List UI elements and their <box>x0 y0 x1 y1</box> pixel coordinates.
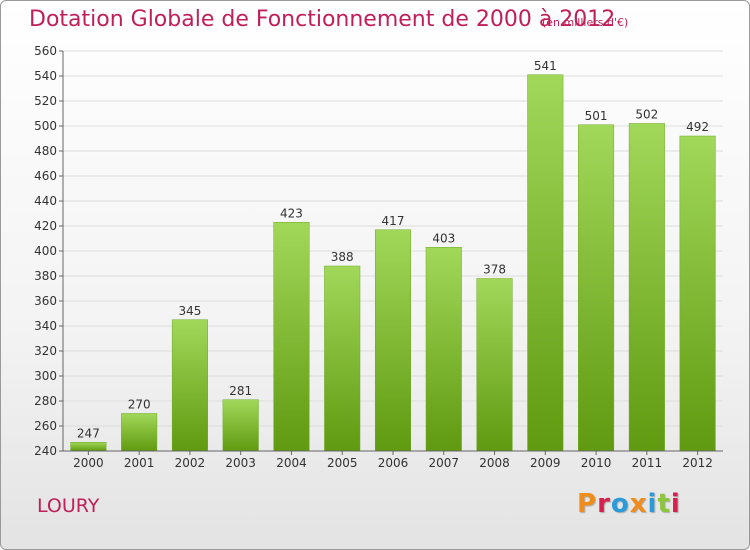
y-tick-label: 260 <box>34 419 57 433</box>
data-label-2006: 417 <box>382 214 405 228</box>
logo-letter: i <box>647 489 658 519</box>
x-tick-label-2003: 2003 <box>225 456 256 470</box>
data-label-2010: 501 <box>585 109 608 123</box>
y-tick-label: 460 <box>34 169 57 183</box>
bar-2005 <box>324 265 361 452</box>
bar-2000 <box>70 442 107 452</box>
x-tick-label-2005: 2005 <box>327 456 358 470</box>
y-tick-label: 240 <box>34 444 57 458</box>
x-tick-label-2008: 2008 <box>479 456 510 470</box>
bars: 247 270 345 281 423 388 417 403 378 541 501 502 492 <box>70 59 716 452</box>
x-tick-label-2012: 2012 <box>682 456 713 470</box>
x-tick-label-2007: 2007 <box>428 456 459 470</box>
x-tick-label-2010: 2010 <box>581 456 612 470</box>
bar-2011 <box>628 123 665 452</box>
bar-2002 <box>171 319 208 452</box>
x-tick-label-2000: 2000 <box>73 456 104 470</box>
x-tick-label-2006: 2006 <box>378 456 409 470</box>
data-label-2004: 423 <box>280 206 303 220</box>
proxiti-logo: Proxiti <box>577 489 681 519</box>
axes: 240 260 280 300 320 340 360 380 400 420 440 460 480 5… <box>34 44 723 470</box>
y-tick-label: 560 <box>34 44 57 58</box>
logo-letter: r <box>597 489 611 519</box>
data-label-2009: 541 <box>534 59 557 73</box>
data-label-2007: 403 <box>432 231 455 245</box>
y-tick-label: 300 <box>34 369 57 383</box>
data-label-2005: 388 <box>331 250 354 264</box>
y-tick-label: 420 <box>34 219 57 233</box>
x-tick-label-2011: 2011 <box>632 456 663 470</box>
bar-2009 <box>527 74 564 452</box>
bar-2008 <box>476 278 513 452</box>
y-tick-label: 400 <box>34 244 57 258</box>
logo-letter: x <box>629 489 648 519</box>
y-tick-label: 500 <box>34 119 57 133</box>
data-label-2003: 281 <box>229 384 252 398</box>
bar-2003 <box>222 399 259 452</box>
bar-2012 <box>679 135 716 452</box>
logo-letter: i <box>670 489 681 519</box>
data-label-2011: 502 <box>635 108 658 122</box>
data-label-2001: 270 <box>128 398 151 412</box>
data-label-2002: 345 <box>178 304 201 318</box>
y-tick-label: 520 <box>34 94 57 108</box>
x-tick-label-2001: 2001 <box>124 456 155 470</box>
y-tick-label: 340 <box>34 319 57 333</box>
data-label-2000: 247 <box>77 426 100 440</box>
logo-letter: P <box>577 489 598 519</box>
bar-2007 <box>425 247 462 452</box>
data-label-2012: 492 <box>686 120 709 134</box>
x-tick-label-2004: 2004 <box>276 456 307 470</box>
logo-letter: t <box>657 489 671 519</box>
x-tick-label-2009: 2009 <box>530 456 561 470</box>
logo-letter: o <box>610 489 630 519</box>
y-tick-label: 280 <box>34 394 57 408</box>
y-tick-label: 480 <box>34 144 57 158</box>
bar-2010 <box>578 124 615 452</box>
y-tick-label: 540 <box>34 69 57 83</box>
y-tick-label: 320 <box>34 344 57 358</box>
bar-2001 <box>121 413 158 452</box>
y-tick-label: 440 <box>34 194 57 208</box>
commune-name: LOURY <box>37 495 100 517</box>
bar-2004 <box>273 222 310 452</box>
chart-title: Dotation Globale de Fonctionnement de 20… <box>29 7 616 32</box>
data-label-2008: 378 <box>483 263 506 277</box>
chart-subtitle: (en milliers d'€) <box>542 16 629 29</box>
bar-2006 <box>374 229 412 452</box>
y-tick-label: 380 <box>34 269 57 283</box>
y-tick-label: 360 <box>34 294 57 308</box>
x-tick-label-2002: 2002 <box>175 456 206 470</box>
